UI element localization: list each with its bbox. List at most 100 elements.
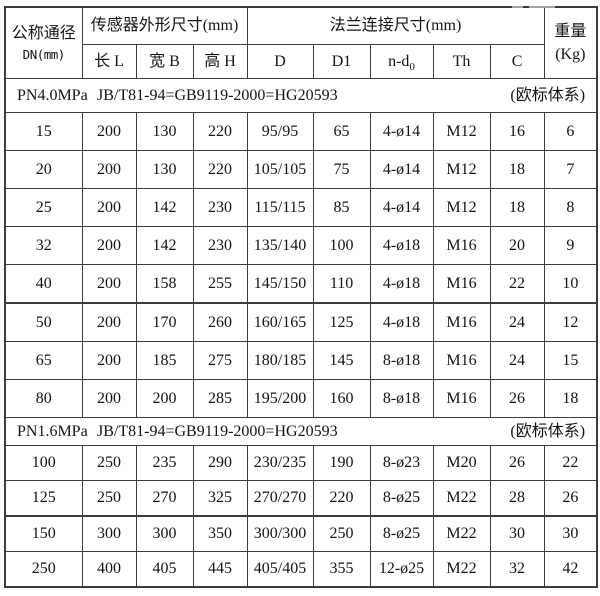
spec-cell: 65	[312, 112, 371, 151]
pn-label: PN1.6MPa	[17, 422, 88, 440]
spec-cell: 9	[543, 226, 598, 265]
spec-cell: 135/140	[246, 226, 314, 265]
spec-cell: M12	[432, 112, 491, 151]
pn-note: (欧标体系)	[510, 86, 586, 104]
spec-cell: 4-ø18	[369, 302, 434, 342]
spec-cell: 130	[135, 112, 194, 151]
header-col-nd-subscript: 0	[409, 60, 415, 73]
spec-cell: 250	[4, 551, 83, 588]
header-weight-title: 重量	[554, 22, 587, 40]
spec-cell: 7	[543, 150, 598, 189]
spec-cell: 6	[543, 112, 598, 151]
spec-cell: 400	[81, 551, 137, 588]
header-col-height: 高 H	[192, 44, 248, 79]
spec-row-dn-250: 250 400 405 445 405/405 355 12-ø25 M22 32 42	[4, 551, 598, 588]
spec-cell: 200	[81, 264, 137, 304]
spec-cell: 150	[4, 515, 83, 552]
spec-cell: 260	[192, 302, 248, 342]
spec-cell: 200	[81, 188, 137, 227]
header-row-groups: 公称通径 DN(mm) 传感器外形尺寸(mm) 法兰连接尺寸(mm) 重量 (K…	[4, 6, 598, 79]
table-header: 公称通径 DN(mm) 传感器外形尺寸(mm) 法兰连接尺寸(mm) 重量 (K…	[4, 6, 598, 79]
spec-cell: 100	[312, 226, 371, 265]
spec-cell: 12-ø25	[369, 551, 434, 588]
spec-cell: M16	[432, 341, 491, 380]
spec-cell: 15	[4, 112, 83, 151]
pn-class-row: PN1.6MPa JB/T81-94=GB9119-2000=HG20593 (欧标…	[4, 417, 598, 446]
spec-cell: 235	[135, 445, 194, 481]
spec-cell: 8-ø18	[369, 379, 434, 418]
spec-cell: 142	[135, 188, 194, 227]
spec-cell: 200	[81, 379, 137, 418]
spec-cell: 25	[4, 188, 83, 227]
pn-standard: JB/T81-94=GB9119-2000=HG20593	[97, 86, 338, 104]
spec-cell: 185	[135, 341, 194, 380]
spec-cell: 22	[489, 264, 545, 304]
header-dn: 公称通径 DN(mm)	[4, 6, 83, 79]
spec-cell: 8-ø25	[369, 515, 434, 552]
header-col-d1: D1	[312, 44, 371, 79]
header-col-nd: n-d0	[369, 44, 434, 79]
spec-cell: M22	[432, 480, 491, 517]
spec-cell: 26	[543, 480, 598, 517]
pn-standard: JB/T81-94=GB9119-2000=HG20593	[97, 422, 338, 440]
spec-row-dn-150: 150 300 300 350 300/300 250 8-ø25 M22 30 30	[4, 515, 598, 552]
spec-cell: 220	[312, 480, 371, 517]
spec-cell: 30	[543, 515, 598, 552]
header-col-c: C	[489, 44, 545, 79]
spec-cell: 24	[489, 302, 545, 342]
cropped-text-artifact	[512, 6, 560, 9]
header-col-length: 长 L	[81, 44, 137, 79]
spec-cell: 445	[192, 551, 248, 588]
spec-cell: 325	[192, 480, 248, 517]
spec-cell: 10	[543, 264, 598, 304]
spec-cell: 250	[81, 445, 137, 481]
header-sensor-group: 传感器外形尺寸(mm)	[81, 6, 248, 45]
spec-cell: 130	[135, 150, 194, 189]
spec-cell: 300	[135, 515, 194, 552]
spec-cell: 85	[312, 188, 371, 227]
header-dn-title: 公称通径	[11, 24, 76, 42]
spec-cell: 300	[81, 515, 137, 552]
pn-label: PN4.0MPa	[17, 86, 88, 104]
spec-cell: 4-ø18	[369, 264, 434, 304]
spec-cell: 170	[135, 302, 194, 342]
spec-cell: 4-ø14	[369, 188, 434, 227]
header-col-th: Th	[432, 44, 491, 79]
spec-cell: 20	[4, 150, 83, 189]
spec-cell: 195/200	[246, 379, 314, 418]
spec-cell: 105/105	[246, 150, 314, 189]
header-col-width: 宽 B	[135, 44, 194, 79]
spec-cell: 255	[192, 264, 248, 304]
spec-cell: 275	[192, 341, 248, 380]
spec-cell: 8-ø18	[369, 341, 434, 380]
pn-class-cell: PN4.0MPa JB/T81-94=GB9119-2000=HG20593 (欧标…	[4, 78, 598, 113]
spec-row-dn-40: 40 200 158 255 145/150 110 4-ø18 M16 22 10	[4, 264, 598, 304]
spec-cell: 355	[312, 551, 371, 588]
spec-row-dn-15: 15 200 130 220 95/95 65 4-ø14 M12 16 6	[4, 112, 598, 151]
spec-cell: 190	[312, 445, 371, 481]
spec-cell: 22	[543, 445, 598, 481]
spec-cell: 160/165	[246, 302, 314, 342]
spec-cell: 100	[4, 445, 83, 481]
spec-cell: 125	[4, 480, 83, 517]
spec-cell: 145/150	[246, 264, 314, 304]
spec-cell: M22	[432, 551, 491, 588]
header-dn-unit: DN(mm)	[22, 46, 66, 62]
spec-cell: 250	[81, 480, 137, 517]
spec-cell: M16	[432, 379, 491, 418]
spec-cell: 285	[192, 379, 248, 418]
spec-cell: 405	[135, 551, 194, 588]
spec-cell: 26	[489, 445, 545, 481]
spec-cell: 270	[135, 480, 194, 517]
dimension-spec-table: 公称通径 DN(mm) 传感器外形尺寸(mm) 法兰连接尺寸(mm) 重量 (K…	[4, 6, 599, 588]
spec-cell: 200	[81, 112, 137, 151]
header-col-d: D	[246, 44, 314, 79]
spec-cell: 18	[543, 379, 598, 418]
spec-cell: 145	[312, 341, 371, 380]
spec-cell: 95/95	[246, 112, 314, 151]
spec-cell: M12	[432, 188, 491, 227]
spec-cell: M16	[432, 264, 491, 304]
spec-row-dn-32: 32 200 142 230 135/140 100 4-ø18 M16 20 9	[4, 226, 598, 265]
spec-cell: 230	[192, 226, 248, 265]
spec-row-dn-65: 65 200 185 275 180/185 145 8-ø18 M16 24 15	[4, 341, 598, 380]
